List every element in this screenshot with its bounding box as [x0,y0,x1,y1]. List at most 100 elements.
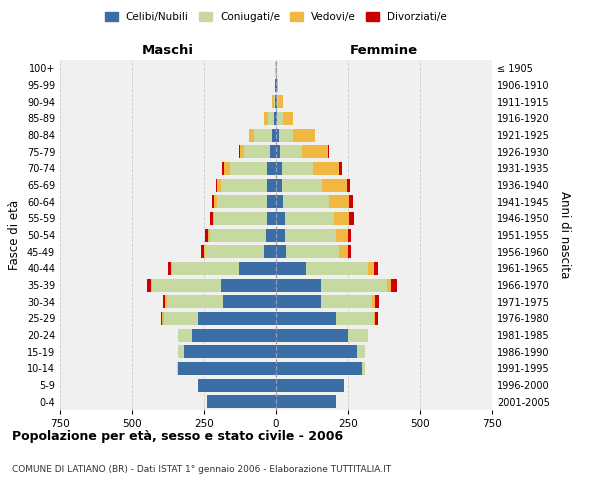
Bar [313,162,340,175]
Bar [282,178,322,192]
Bar [320,295,373,308]
Bar [348,328,368,342]
Bar [278,95,283,108]
Bar [215,178,217,192]
Bar [214,212,268,225]
Text: Femmine: Femmine [350,44,418,57]
Bar [275,95,276,108]
Bar [254,128,272,141]
Bar [277,112,283,125]
Bar [178,345,184,358]
Bar [162,312,164,325]
Bar [268,178,276,192]
Bar [334,212,349,225]
Bar [212,195,214,208]
Bar [176,362,178,375]
Bar [276,195,283,208]
Bar [276,145,280,158]
Bar [239,262,276,275]
Bar [320,278,387,291]
Bar [168,262,171,275]
Bar [376,295,379,308]
Bar [163,295,165,308]
Bar [337,228,348,241]
Bar [248,128,254,141]
Bar [391,278,397,291]
Bar [172,262,239,275]
Bar [274,95,275,108]
Bar [329,195,349,208]
Text: Maschi: Maschi [142,44,194,57]
Bar [268,195,276,208]
Bar [306,262,368,275]
Bar [276,245,286,258]
Bar [205,228,208,241]
Bar [266,228,276,241]
Bar [211,212,212,225]
Bar [283,112,293,125]
Bar [340,245,348,258]
Bar [239,145,240,158]
Bar [201,245,204,258]
Text: COMUNE DI LATIANO (BR) - Dati ISTAT 1° gennaio 2006 - Elaborazione TUTTITALIA.IT: COMUNE DI LATIANO (BR) - Dati ISTAT 1° g… [12,465,391,474]
Bar [286,245,340,258]
Bar [244,145,270,158]
Bar [349,195,353,208]
Bar [208,228,210,241]
Bar [293,128,315,141]
Bar [276,345,356,358]
Bar [205,245,265,258]
Bar [217,178,221,192]
Bar [152,278,221,291]
Bar [178,328,193,342]
Bar [184,345,276,358]
Legend: Celibi/Nubili, Coniugati/e, Vedovi/e, Divorziati/e: Celibi/Nubili, Coniugati/e, Vedovi/e, Di… [101,8,451,26]
Bar [374,312,376,325]
Bar [328,145,329,158]
Bar [198,378,276,392]
Bar [276,128,279,141]
Bar [347,178,350,192]
Bar [240,145,244,158]
Bar [165,295,167,308]
Bar [230,162,268,175]
Bar [276,178,282,192]
Bar [161,312,162,325]
Bar [207,395,276,408]
Bar [280,145,302,158]
Bar [276,162,282,175]
Bar [221,178,268,192]
Bar [374,262,378,275]
Bar [284,228,337,241]
Text: Popolazione per età, sesso e stato civile - 2006: Popolazione per età, sesso e stato civil… [12,430,343,443]
Bar [171,262,172,275]
Bar [217,195,268,208]
Bar [270,145,276,158]
Bar [322,178,347,192]
Bar [276,212,284,225]
Bar [224,162,230,175]
Bar [283,195,329,208]
Bar [265,112,268,125]
Bar [164,312,198,325]
Bar [277,95,278,108]
Bar [368,262,374,275]
Bar [274,112,276,125]
Bar [212,212,214,225]
Bar [276,295,320,308]
Bar [282,162,313,175]
Bar [276,262,306,275]
Bar [387,278,391,291]
Bar [276,228,284,241]
Bar [276,312,337,325]
Bar [340,162,342,175]
Bar [198,312,276,325]
Bar [276,112,277,125]
Bar [376,312,377,325]
Bar [268,212,276,225]
Bar [276,395,337,408]
Bar [349,212,354,225]
Bar [268,162,276,175]
Y-axis label: Fasce di età: Fasce di età [8,200,21,270]
Bar [276,278,320,291]
